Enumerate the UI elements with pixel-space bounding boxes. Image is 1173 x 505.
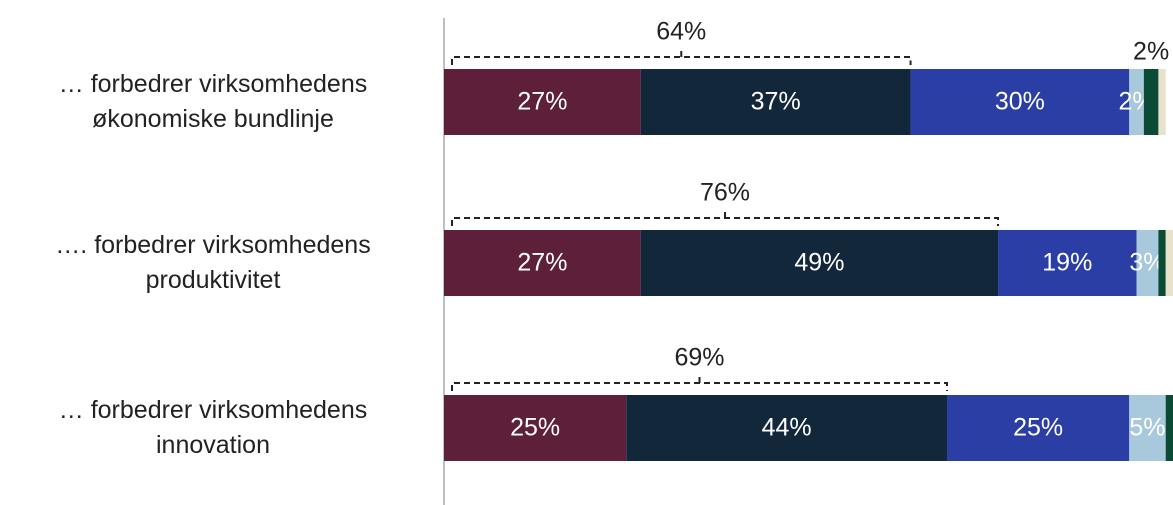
bracket <box>451 375 949 391</box>
bar-segment <box>1165 230 1173 296</box>
value-label: 25% <box>510 414 560 442</box>
category-label: …. forbedrer virksomhedens produktivitet <box>55 231 371 294</box>
value-label: 25% <box>1013 414 1063 442</box>
bar-segment <box>1129 395 1166 461</box>
bracket-label: 64% <box>656 18 706 46</box>
value-label: 27% <box>517 249 567 277</box>
bar-segment <box>626 395 948 461</box>
bracket-label: 76% <box>700 179 750 207</box>
value-label: 2% <box>1133 38 1169 66</box>
value-label: 49% <box>794 249 844 277</box>
value-label: 44% <box>762 414 812 442</box>
value-label: 5% <box>1129 414 1165 442</box>
value-label: 19% <box>1042 249 1092 277</box>
bracket <box>451 210 1000 226</box>
bar-segment <box>640 230 999 296</box>
bar-segment <box>444 395 627 461</box>
value-label: 27% <box>517 88 567 116</box>
value-label: 30% <box>995 88 1045 116</box>
bracket <box>451 49 912 65</box>
bar-segment <box>1158 69 1166 135</box>
bar-segment <box>444 69 641 135</box>
category-label: … forbedrer virksomhedens innovation <box>58 396 368 459</box>
bar-segment <box>947 395 1130 461</box>
bar-segment <box>1129 69 1144 135</box>
bar-segment <box>444 230 641 296</box>
bracket-label: 69% <box>674 344 724 372</box>
bar-segment <box>998 230 1137 296</box>
bar-segment <box>910 69 1130 135</box>
value-label: 37% <box>751 88 801 116</box>
bar-segment <box>640 69 911 135</box>
bar-segment <box>1158 230 1166 296</box>
category-label: … forbedrer virksomhedens økonomiske bun… <box>58 70 368 133</box>
bar-segment <box>1143 69 1159 135</box>
bar-segment <box>1165 395 1173 461</box>
bar-segment <box>1136 230 1159 296</box>
